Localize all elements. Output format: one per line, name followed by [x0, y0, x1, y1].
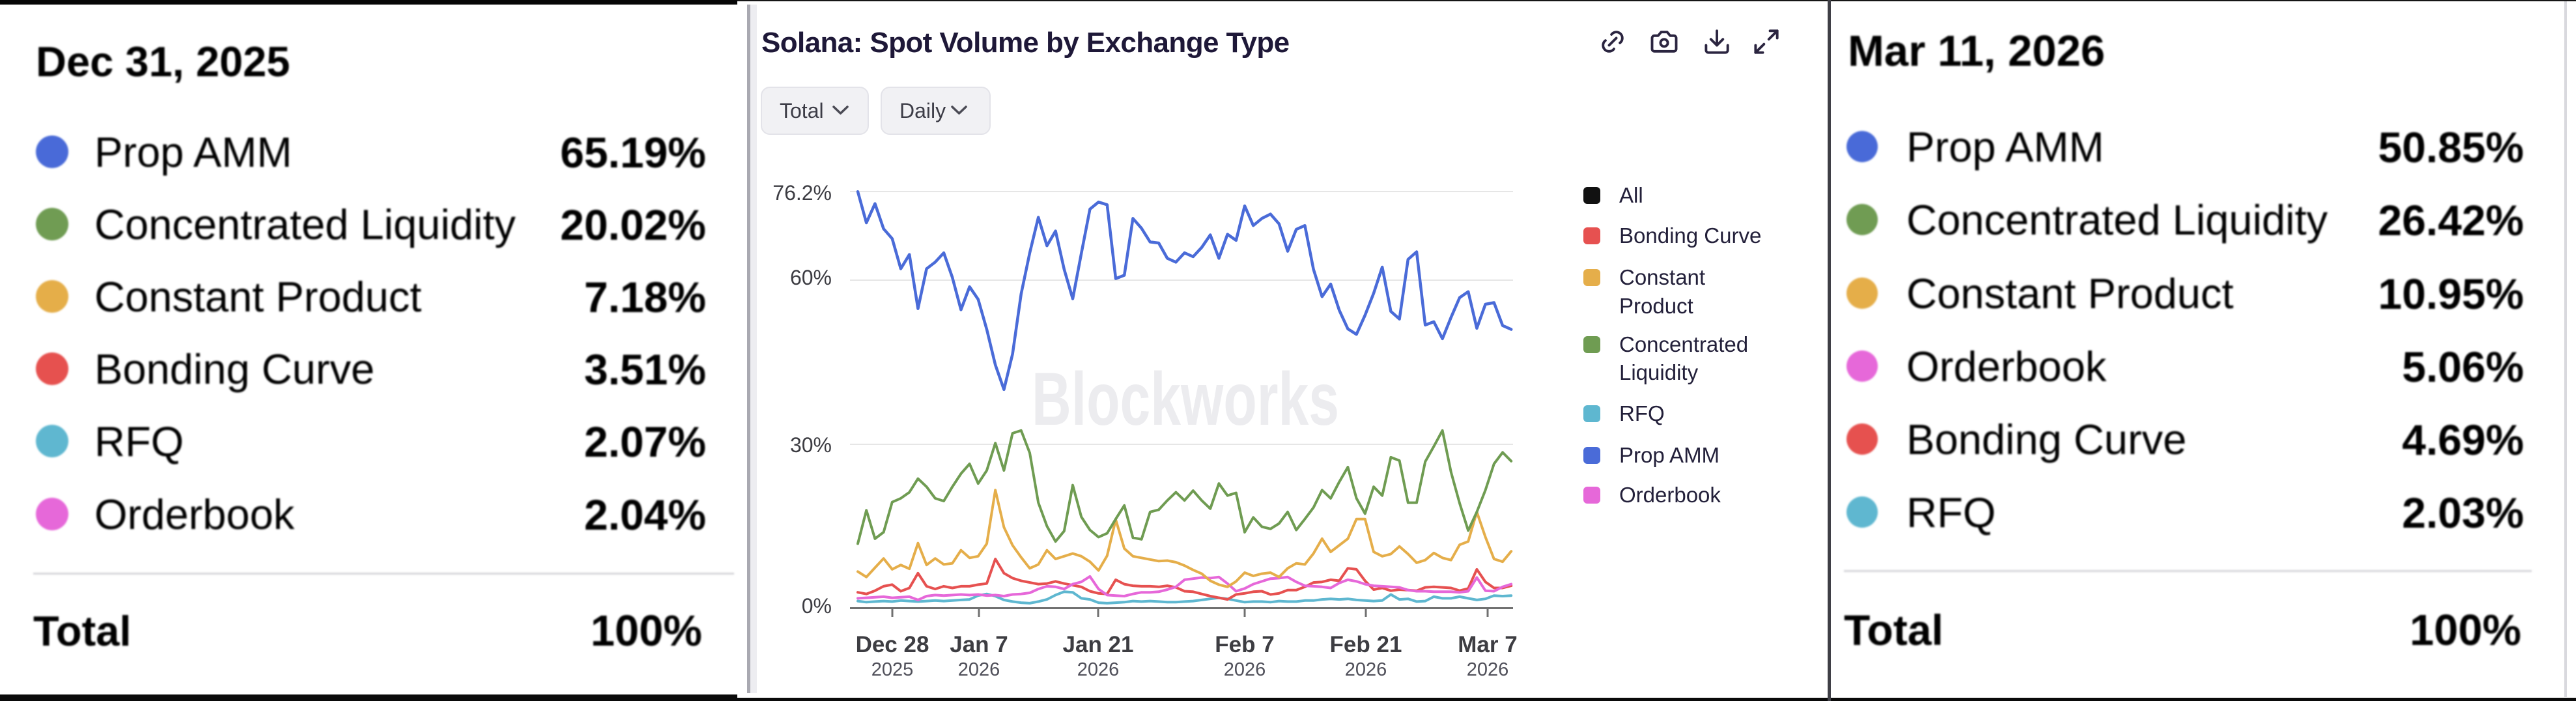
svg-text:2026: 2026	[1345, 659, 1387, 680]
svg-text:30%: 30%	[790, 433, 832, 457]
svg-text:100%: 100%	[591, 607, 702, 655]
svg-text:Constant Product: Constant Product	[1906, 270, 2233, 317]
svg-text:Total: Total	[33, 607, 131, 655]
svg-text:60%: 60%	[790, 266, 832, 289]
svg-text:Prop AMM: Prop AMM	[1619, 443, 1720, 467]
svg-text:20.02%: 20.02%	[560, 201, 706, 249]
svg-text:RFQ: RFQ	[1906, 489, 1996, 536]
svg-text:2025: 2025	[871, 659, 914, 680]
svg-text:Prop AMM: Prop AMM	[94, 128, 292, 176]
svg-text:Mar 11, 2026: Mar 11, 2026	[1848, 27, 2105, 76]
svg-text:2026: 2026	[1467, 659, 1509, 680]
svg-text:Daily: Daily	[899, 99, 946, 122]
svg-text:Constant Product: Constant Product	[94, 273, 421, 321]
svg-text:Solana: Spot Volume by Exchang: Solana: Spot Volume by Exchange Type	[761, 27, 1290, 59]
svg-text:10.95%: 10.95%	[2378, 270, 2524, 318]
svg-text:Bonding Curve: Bonding Curve	[1906, 416, 2187, 463]
svg-text:2026: 2026	[1077, 659, 1120, 680]
svg-text:RFQ: RFQ	[94, 418, 184, 465]
svg-text:Blockworks: Blockworks	[1032, 358, 1339, 441]
svg-text:5.06%: 5.06%	[2402, 343, 2524, 391]
svg-text:Feb 21: Feb 21	[1330, 632, 1402, 657]
svg-text:Concentrated Liquidity: Concentrated Liquidity	[94, 201, 516, 248]
svg-text:76.2%: 76.2%	[772, 181, 832, 205]
svg-text:Total: Total	[780, 99, 824, 122]
svg-text:Feb 7: Feb 7	[1215, 632, 1274, 657]
svg-text:7.18%: 7.18%	[584, 273, 706, 321]
svg-text:Orderbook: Orderbook	[94, 491, 295, 538]
svg-text:0%: 0%	[802, 594, 832, 618]
svg-text:Bonding Curve: Bonding Curve	[94, 345, 375, 393]
svg-text:2026: 2026	[1224, 659, 1266, 680]
svg-text:Concentrated Liquidity: Concentrated Liquidity	[1906, 196, 2328, 244]
svg-text:Product: Product	[1619, 294, 1693, 318]
svg-text:100%: 100%	[2410, 606, 2521, 655]
svg-text:All: All	[1619, 183, 1643, 207]
svg-text:2026: 2026	[958, 659, 1000, 680]
svg-text:2.07%: 2.07%	[584, 418, 706, 466]
svg-text:Orderbook: Orderbook	[1906, 343, 2107, 390]
svg-text:50.85%: 50.85%	[2378, 123, 2524, 171]
svg-text:2.03%: 2.03%	[2402, 489, 2524, 537]
svg-text:Dec 31, 2025: Dec 31, 2025	[36, 38, 290, 85]
svg-text:Dec 28: Dec 28	[856, 632, 929, 657]
svg-text:Liquidity: Liquidity	[1619, 360, 1699, 384]
svg-text:Prop AMM: Prop AMM	[1906, 123, 2104, 171]
svg-text:Jan 21: Jan 21	[1063, 632, 1134, 657]
svg-text:Mar 7: Mar 7	[1458, 632, 1517, 657]
svg-text:Jan 7: Jan 7	[950, 632, 1008, 657]
svg-text:2.04%: 2.04%	[584, 491, 706, 539]
svg-text:Bonding Curve: Bonding Curve	[1619, 223, 1761, 248]
svg-text:Orderbook: Orderbook	[1619, 483, 1721, 507]
svg-text:Constant: Constant	[1619, 265, 1705, 289]
svg-text:4.69%: 4.69%	[2402, 416, 2524, 464]
svg-text:Concentrated: Concentrated	[1619, 332, 1748, 356]
svg-text:RFQ: RFQ	[1619, 401, 1665, 425]
svg-text:3.51%: 3.51%	[584, 345, 706, 393]
svg-text:Total: Total	[1844, 606, 1944, 654]
svg-text:26.42%: 26.42%	[2378, 196, 2524, 244]
svg-text:65.19%: 65.19%	[560, 128, 706, 177]
